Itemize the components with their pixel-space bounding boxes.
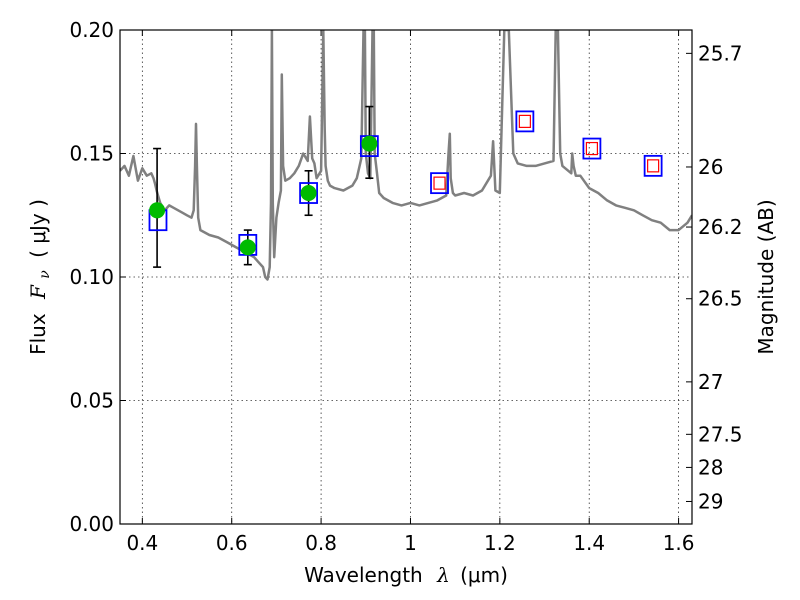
model-band-flux-marker [515,110,535,133]
y-tick-label: 0.10 [69,265,114,289]
y2-tick-label: 26.5 [698,287,743,311]
y2-tick-label: 26.2 [698,215,743,239]
y2-tick-label: 25.7 [698,41,743,65]
observed-flux-point [300,185,317,202]
observed-flux-point [239,239,256,256]
model-spectrum-line [120,30,692,281]
y2-tick-label: 28 [698,455,723,479]
y2-tick-label: 27.5 [698,422,743,446]
x-tick-label: 0.8 [305,531,337,555]
y2-tick-label: 29 [698,489,723,513]
y2-axis: 25.7 26 26.2 26.5 27 27.5 28 29 [686,41,743,513]
y2-axis-label: Magnitude (AB) [754,199,778,354]
y-axis-label: Flux F ν ( μJy ) [26,199,54,355]
x-tick-label: 0.6 [216,531,248,555]
y-axis-label-unit: ( μJy ) [26,199,50,258]
x-tick-label: 1 [404,531,417,555]
model-band-flux-marker [299,182,318,204]
predicted-flux-marker [433,176,446,190]
predicted-flux-marker [585,141,599,156]
plot-area [120,30,692,281]
x-axis-label-symbol: λ [436,563,450,587]
x-tick-label: 1.2 [484,531,516,555]
y-axis-label-text: Flux [26,313,50,355]
y-axis-label-subscript: ν [37,270,53,279]
x-axis-label-unit: (μm) [460,563,508,587]
y-tick-label: 0.20 [69,18,114,42]
predicted-flux-marker [647,159,660,173]
x-axis-label-text: Wavelength [304,563,423,587]
observed-flux-point [361,135,378,152]
y2-tick-label: 26 [698,155,723,179]
grid-lines [120,30,692,524]
y-axis: 0.00 0.05 0.10 0.15 0.20 [69,18,126,536]
predicted-flux-marker [518,114,531,128]
model-band-flux-marker [430,172,449,195]
y-tick-label: 0.15 [69,142,114,166]
model-band-flux-marker [643,154,663,177]
model-band-flux-marker [582,137,602,160]
x-tick-label: 0.4 [126,531,158,555]
y2-tick-label: 27 [698,370,723,394]
x-tick-label: 1.6 [663,531,695,555]
x-tick-label: 1.4 [573,531,605,555]
y-tick-label: 0.00 [69,512,114,536]
x-axis: 0.4 0.6 0.8 1 1.2 1.4 1.6 [126,30,695,555]
observed-flux-point [149,202,166,219]
y-axis-label-symbol: F [26,284,50,300]
y-tick-label: 0.05 [69,389,114,413]
x-axis-label: Wavelength λ (μm) [304,563,508,587]
